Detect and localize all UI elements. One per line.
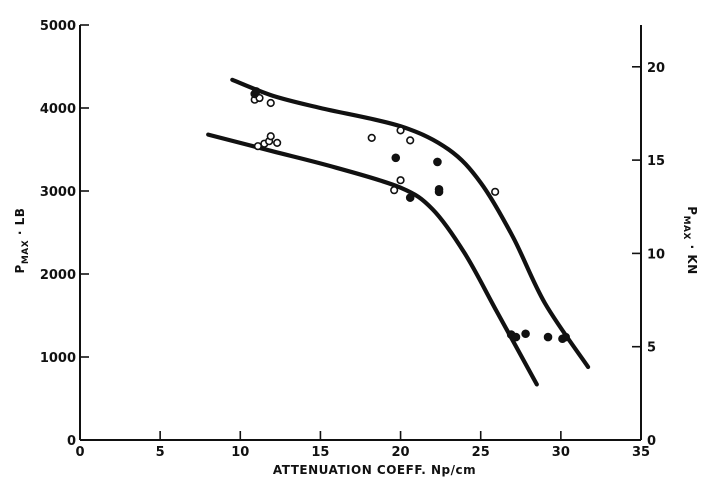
open-point (266, 132, 275, 141)
x-tick-label: 35 (632, 445, 650, 460)
x-tick-label: 5 (156, 445, 165, 460)
y-tick-label: 5000 (40, 19, 76, 34)
curve-upper (230, 77, 591, 370)
x-tick-label: 15 (311, 445, 329, 460)
x-tick-label: 20 (392, 445, 410, 460)
open-point (273, 138, 282, 147)
open-point (266, 98, 275, 108)
y-tick-label: 0 (67, 434, 76, 449)
open-point (253, 142, 263, 151)
open-point (396, 176, 405, 185)
filled-point (433, 157, 442, 167)
x-tick-label: 0 (75, 445, 84, 460)
x-tick-label: 30 (552, 445, 570, 460)
y2-tick-label: 0 (647, 434, 656, 449)
x-axis-title: ATTENUATION COEFF. Np/cm (273, 463, 476, 477)
filled-point (561, 332, 570, 342)
x-tick-label: 10 (231, 445, 249, 460)
y-tick-label: 2000 (40, 268, 76, 283)
y2-tick-label: 5 (647, 341, 656, 356)
data-points (250, 87, 570, 344)
filled-point (521, 329, 530, 339)
y-tick-label: 4000 (40, 102, 76, 117)
open-point (396, 126, 405, 135)
y2-tick-label: 15 (647, 154, 665, 169)
filled-point (434, 187, 444, 197)
curve-lower (206, 132, 539, 387)
filled-point (405, 193, 415, 202)
open-point (406, 136, 415, 145)
filled-point (391, 153, 401, 163)
y2-tick-label: 20 (647, 61, 665, 76)
y-tick-label: 3000 (40, 185, 76, 200)
filled-point (543, 332, 553, 342)
curves (206, 77, 591, 387)
y-tick-label: 1000 (40, 351, 76, 366)
open-point (367, 133, 376, 142)
open-point (491, 187, 500, 196)
y2-tick-label: 10 (647, 247, 665, 262)
y2-axis-title: PMAX · KN (681, 206, 699, 274)
x-tick-label: 25 (472, 445, 490, 460)
filled-point (252, 87, 261, 96)
labels: 0 5 10 15 20 25 30 3501000200030004000500005101… (13, 19, 699, 477)
y-axis-title: PMAX · LB (13, 208, 31, 274)
filled-point (511, 332, 521, 342)
axes (79, 24, 642, 441)
open-point (390, 186, 399, 195)
